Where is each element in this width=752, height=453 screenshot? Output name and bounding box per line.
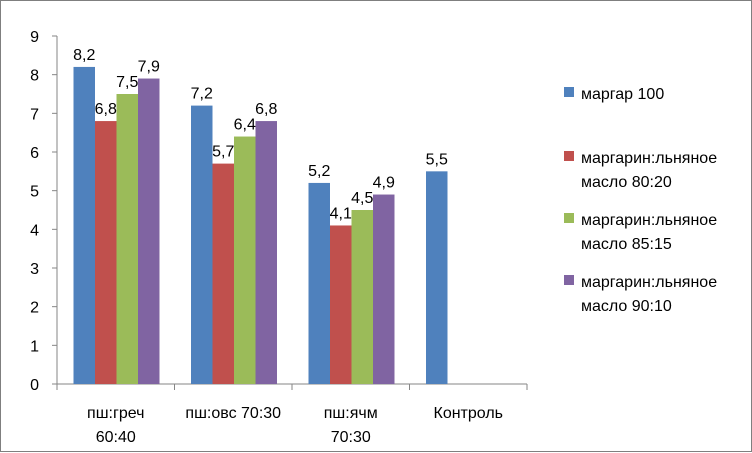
data-label: 4,1 — [330, 205, 352, 222]
data-label: 7,5 — [116, 74, 138, 91]
legend-swatch — [564, 151, 574, 161]
bar — [73, 66, 95, 384]
bar — [138, 78, 160, 385]
legend-label: масло 85:15 — [581, 236, 672, 253]
bar — [330, 225, 352, 384]
legend-swatch — [564, 213, 574, 223]
data-label: 5,2 — [308, 163, 330, 180]
data-label: 4,9 — [373, 175, 395, 192]
legend-label: маргарин:льняное — [581, 212, 717, 229]
y-tick-label: 3 — [30, 261, 39, 278]
bar — [116, 94, 138, 384]
bar — [373, 194, 395, 384]
data-label: 7,9 — [138, 59, 160, 76]
y-tick-label: 6 — [30, 145, 39, 162]
y-tick-label: 1 — [30, 338, 39, 355]
legend-swatch — [564, 275, 574, 285]
x-category-label: 70:30 — [331, 429, 371, 446]
legend-label: маргарин:льняное — [581, 150, 717, 167]
bar — [234, 136, 256, 384]
y-tick-label: 5 — [30, 184, 39, 201]
x-category-label: пш:греч — [87, 405, 144, 422]
bar — [212, 163, 234, 384]
data-label: 5,5 — [426, 151, 448, 168]
x-category-label: 60:40 — [96, 429, 136, 446]
bar — [426, 171, 448, 384]
x-category-label: пш:овс 70:30 — [185, 405, 281, 422]
bar — [95, 121, 117, 385]
legend-label: маргар 100 — [581, 86, 664, 103]
bar — [191, 105, 213, 384]
y-tick-label: 4 — [30, 222, 39, 239]
y-tick-label: 9 — [30, 29, 39, 46]
legend-label: масло 80:20 — [581, 174, 672, 191]
x-category-label: Контроль — [434, 405, 504, 422]
y-tick-label: 7 — [30, 106, 39, 123]
bar — [351, 210, 373, 384]
bar — [255, 121, 277, 385]
data-label: 7,2 — [191, 86, 213, 103]
legend-label: маргарин:льняное — [581, 274, 717, 291]
legend-label: масло 90:10 — [581, 298, 672, 315]
bar — [308, 182, 330, 384]
data-label: 6,8 — [95, 101, 117, 118]
data-label: 5,7 — [212, 144, 234, 161]
data-label: 6,4 — [234, 117, 256, 134]
data-label: 4,5 — [351, 190, 373, 207]
data-label: 6,8 — [255, 101, 277, 118]
y-tick-label: 0 — [30, 377, 39, 394]
y-tick-label: 8 — [30, 68, 39, 85]
y-tick-label: 2 — [30, 300, 39, 317]
x-category-label: пш:ячм — [324, 405, 378, 422]
legend-swatch — [564, 87, 574, 97]
data-label: 8,2 — [73, 47, 95, 64]
